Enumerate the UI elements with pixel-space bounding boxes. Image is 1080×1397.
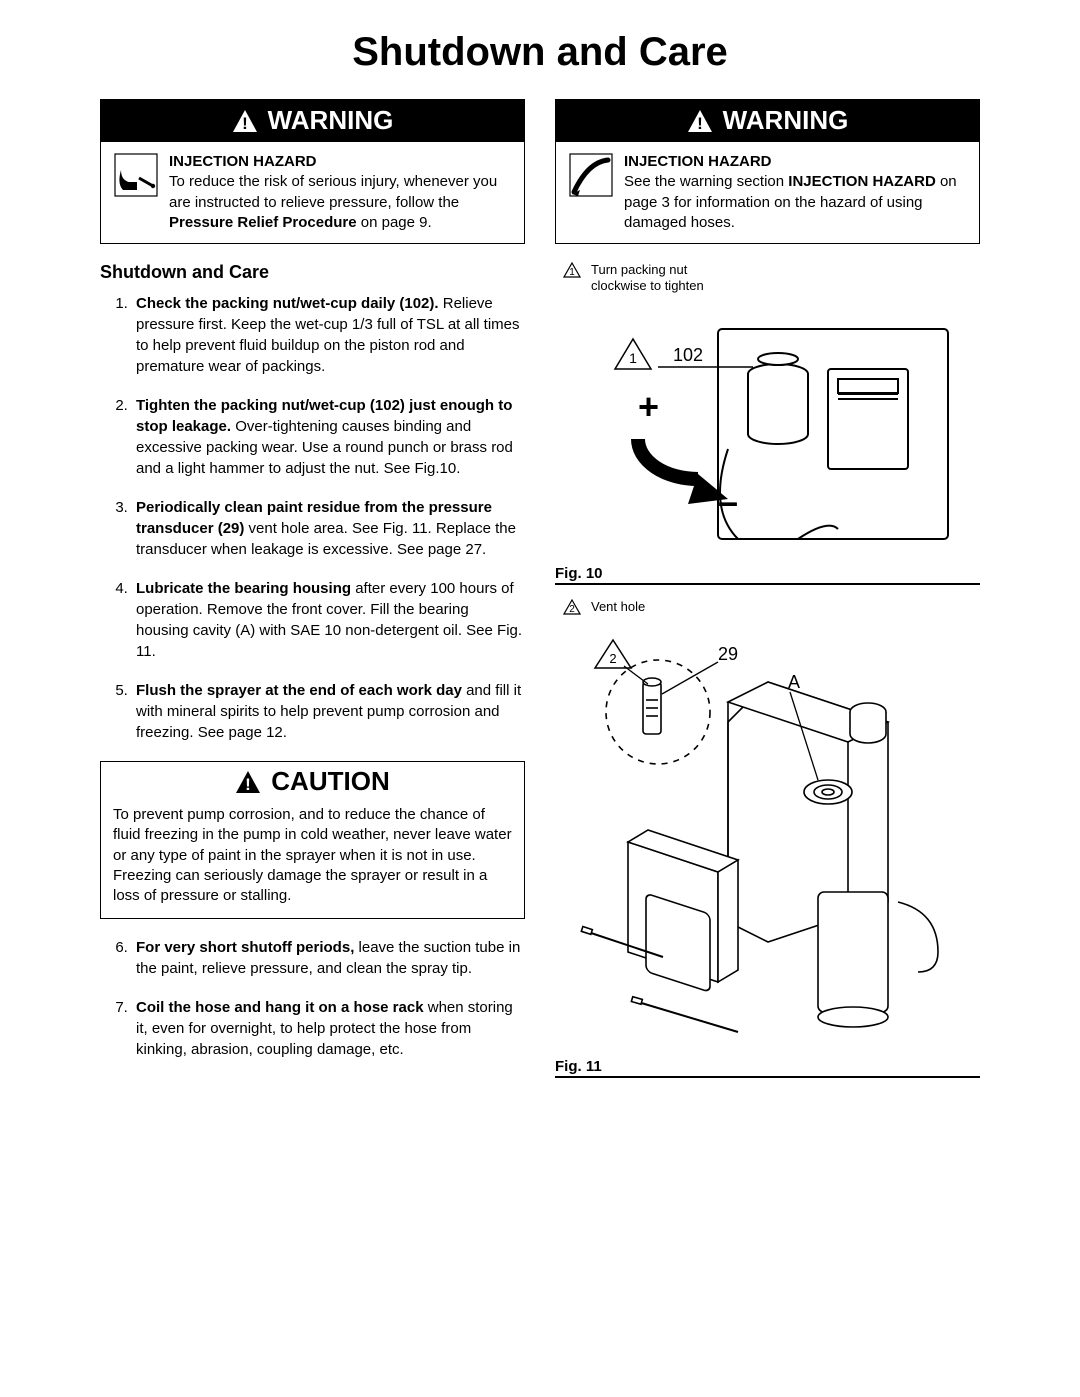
caution-body: To prevent pump corrosion, and to reduce… xyxy=(113,806,512,904)
fig11-note: Vent hole xyxy=(591,599,645,615)
page-title: Shutdown and Care xyxy=(100,30,980,75)
plus-sign: + xyxy=(638,386,659,427)
callout-triangle-2-icon: 2 xyxy=(563,599,581,620)
warning-banner-left: ! WARNING xyxy=(100,99,525,142)
two-column-layout: ! WARNING INJECTION HAZARD To reduce the… xyxy=(100,99,980,1092)
hazard-body-r1: See the warning section xyxy=(624,173,788,190)
warning-triangle-icon: ! xyxy=(232,109,258,133)
steps-list-1: Check the packing nut/wet-cup daily (102… xyxy=(100,293,525,743)
caution-banner: ! CAUTION xyxy=(100,761,525,797)
step-6: For very short shutoff periods, leave th… xyxy=(132,937,525,979)
minus-sign: – xyxy=(718,481,738,522)
svg-text:!: ! xyxy=(242,114,248,133)
step-5-lead: Flush the sprayer at the end of each wor… xyxy=(136,682,462,699)
caution-label: CAUTION xyxy=(271,766,389,797)
step-6-lead: For very short shutoff periods, xyxy=(136,939,354,956)
hazard-bold-r: INJECTION HAZARD xyxy=(788,173,936,190)
section-heading: Shutdown and Care xyxy=(100,262,525,283)
left-column: ! WARNING INJECTION HAZARD To reduce the… xyxy=(100,99,525,1092)
step-7: Coil the hose and hang it on a hose rack… xyxy=(132,997,525,1060)
svg-text:!: ! xyxy=(697,114,703,133)
callout-A: A xyxy=(788,672,800,692)
injection-hazard-box-right: INJECTION HAZARD See the warning section… xyxy=(555,142,980,244)
warning-triangle-icon: ! xyxy=(687,109,713,133)
step-3: Periodically clean paint residue from th… xyxy=(132,497,525,560)
hazard-body-2: on page 9. xyxy=(357,214,432,231)
svg-text:2: 2 xyxy=(609,651,616,666)
svg-text:1: 1 xyxy=(569,267,575,278)
svg-text:2: 2 xyxy=(569,604,575,615)
callout-triangle-1-icon: 1 xyxy=(563,262,581,283)
caution-triangle-icon: ! xyxy=(235,770,261,794)
step-1: Check the packing nut/wet-cup daily (102… xyxy=(132,293,525,377)
callout-102: 102 xyxy=(673,345,703,365)
callout-29: 29 xyxy=(718,644,738,664)
step-5: Flush the sprayer at the end of each wor… xyxy=(132,680,525,743)
injection-hose-icon xyxy=(568,152,614,233)
hazard-body-1: To reduce the risk of serious injury, wh… xyxy=(169,173,497,210)
warning-label: WARNING xyxy=(723,105,849,136)
figure-11-area: 2 Vent hole xyxy=(555,599,980,1078)
step-4-lead: Lubricate the bearing housing xyxy=(136,580,351,597)
warning-label: WARNING xyxy=(268,105,394,136)
svg-text:!: ! xyxy=(245,775,251,794)
hazard-bold: Pressure Relief Procedure xyxy=(169,214,357,231)
step-4: Lubricate the bearing housing after ever… xyxy=(132,578,525,662)
hazard-title-right: INJECTION HAZARD xyxy=(624,153,772,170)
step-7-lead: Coil the hose and hang it on a hose rack xyxy=(136,999,424,1016)
figure-10-area: 1 Turn packing nut clockwise to tighten xyxy=(555,262,980,585)
injection-hand-icon xyxy=(113,152,159,233)
caution-box: To prevent pump corrosion, and to reduce… xyxy=(100,797,525,919)
fig-11-label: Fig. 11 xyxy=(555,1058,980,1078)
step-2: Tighten the packing nut/wet-cup (102) ju… xyxy=(132,395,525,479)
fig10-note: Turn packing nut clockwise to tighten xyxy=(591,262,711,295)
step-1-lead: Check the packing nut/wet-cup daily (102… xyxy=(136,295,439,312)
figure-10-illustration: 1 102 + – xyxy=(578,299,958,559)
injection-hazard-box-left: INJECTION HAZARD To reduce the risk of s… xyxy=(100,142,525,244)
figure-11-illustration: 2 29 A xyxy=(568,622,968,1052)
svg-text:1: 1 xyxy=(629,350,637,366)
hazard-title-left: INJECTION HAZARD xyxy=(169,153,317,170)
fig-10-label: Fig. 10 xyxy=(555,565,980,585)
steps-list-2: For very short shutoff periods, leave th… xyxy=(100,937,525,1060)
warning-banner-right: ! WARNING xyxy=(555,99,980,142)
right-column: ! WARNING INJECTION HAZARD See the warni… xyxy=(555,99,980,1092)
